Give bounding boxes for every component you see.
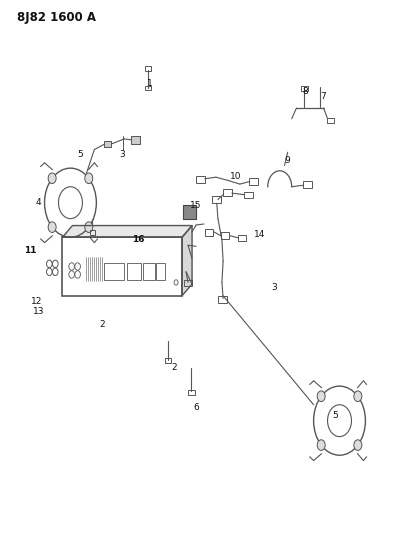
Bar: [238, 235, 246, 241]
Text: 8: 8: [303, 86, 308, 95]
Bar: [165, 359, 171, 364]
Polygon shape: [62, 225, 192, 237]
Circle shape: [48, 222, 56, 232]
Polygon shape: [182, 225, 192, 296]
Bar: [188, 390, 195, 395]
Text: 3: 3: [119, 150, 125, 159]
Text: 2: 2: [100, 320, 105, 329]
Text: 3: 3: [271, 283, 277, 292]
Circle shape: [85, 222, 93, 232]
Bar: [128, 263, 142, 280]
Bar: [327, 118, 334, 123]
Circle shape: [354, 440, 362, 450]
Bar: [104, 141, 111, 148]
Bar: [244, 191, 253, 198]
Text: 9: 9: [285, 156, 290, 165]
Bar: [218, 296, 227, 303]
Bar: [90, 230, 95, 235]
Bar: [104, 263, 124, 280]
Bar: [223, 189, 232, 196]
Bar: [132, 136, 140, 144]
Bar: [205, 229, 213, 236]
Circle shape: [317, 391, 325, 401]
Text: 7: 7: [321, 92, 326, 101]
Text: 1: 1: [147, 78, 153, 87]
Bar: [143, 263, 154, 280]
Text: 2: 2: [171, 363, 177, 372]
Bar: [183, 205, 196, 219]
Text: 5: 5: [333, 411, 338, 420]
Bar: [249, 178, 258, 185]
Circle shape: [85, 173, 93, 183]
Bar: [196, 175, 205, 182]
Bar: [145, 86, 151, 90]
Text: 16: 16: [132, 236, 144, 245]
Text: 14: 14: [254, 230, 266, 239]
Text: 5: 5: [78, 150, 83, 159]
Text: 12: 12: [31, 296, 42, 305]
Bar: [145, 66, 151, 71]
Bar: [156, 263, 165, 280]
Bar: [303, 181, 312, 188]
Circle shape: [317, 440, 325, 450]
Bar: [221, 232, 229, 239]
Bar: [301, 86, 308, 91]
Bar: [212, 196, 221, 203]
Text: 6: 6: [193, 403, 199, 412]
Circle shape: [354, 391, 362, 401]
Text: 10: 10: [230, 172, 242, 181]
Text: 13: 13: [33, 307, 44, 316]
Text: 15: 15: [190, 201, 202, 210]
Circle shape: [48, 173, 56, 183]
Text: 4: 4: [36, 198, 41, 207]
Bar: [184, 280, 192, 286]
Bar: [62, 237, 182, 296]
Text: 8J82 1600 A: 8J82 1600 A: [17, 11, 96, 24]
Text: 11: 11: [24, 246, 37, 255]
